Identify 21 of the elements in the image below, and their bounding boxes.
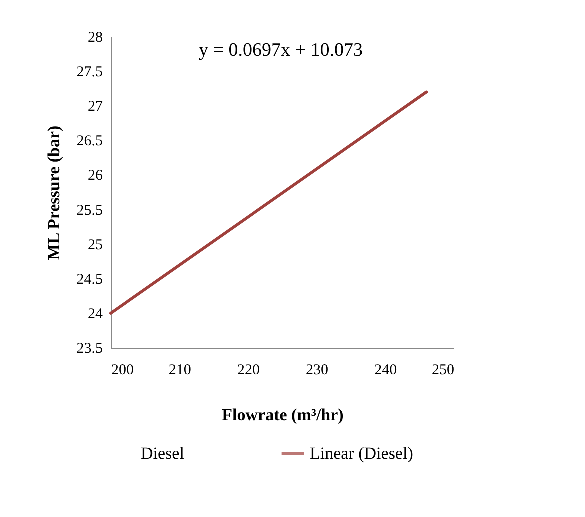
- y-tick-label: 23.5: [76, 341, 103, 357]
- y-tick-label: 28: [88, 30, 103, 46]
- y-tick-label: 26: [88, 168, 104, 184]
- text: Diesel: [141, 444, 185, 463]
- x-axis-title: Flowrate (m³/hr): [222, 406, 344, 424]
- x-tick-label: 220: [237, 362, 260, 378]
- y-tick-label: 24.5: [76, 272, 103, 288]
- y-tick-label: 27.5: [76, 64, 103, 81]
- x-tick-label: 240: [374, 362, 398, 378]
- y-tick-label: 24: [88, 306, 104, 322]
- x-tick-label: 210: [168, 362, 192, 378]
- y-axis-title: ML Pressure (bar): [44, 126, 64, 260]
- annotation: y = 0.0697x + 10.073: [199, 40, 363, 61]
- y-tick-label: 25.5: [76, 202, 103, 219]
- x-tick-label: 250: [432, 362, 454, 378]
- x-tick-label: 200: [112, 362, 134, 378]
- y-tick-label: 25: [88, 237, 103, 254]
- y-tick-label: 27: [88, 99, 104, 116]
- x-tick-label: 230: [306, 362, 329, 378]
- y-tick-label: 26.5: [76, 134, 103, 150]
- legend-label: Linear (Diesel): [310, 444, 414, 463]
